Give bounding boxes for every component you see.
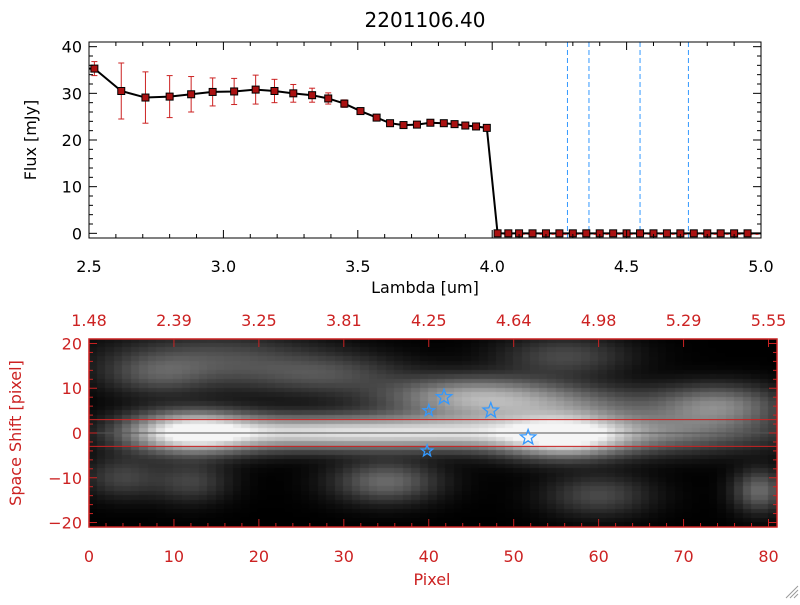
pixel-x-tick-label: 10: [164, 547, 184, 566]
wavelength-top-tick-label: 4.25: [411, 311, 447, 330]
spectrum-flux-point: [472, 122, 481, 131]
space-shift-y-tick-label: 0: [72, 424, 82, 443]
spectrum-flux-point: [324, 94, 333, 103]
pixel-x-label: Pixel: [413, 570, 450, 589]
source-star-icon: [481, 400, 501, 419]
pixel-x-tick-label: 30: [334, 547, 354, 566]
spectrum-y-tick-label: 20: [62, 131, 82, 150]
spectrum-flux-point: [609, 229, 618, 238]
spectrum-flux-line: [89, 67, 761, 235]
source-star-icon: [434, 387, 454, 406]
spectrum-x-tick-label: 2.5: [76, 257, 101, 276]
spectrum-flux-point: [555, 229, 564, 238]
spectrum-flux-point: [482, 123, 491, 132]
spectrum-flux-point: [412, 120, 421, 129]
space-shift-y-label: Space Shift [pixel]: [6, 360, 25, 506]
spectrum-flux-point: [743, 229, 752, 238]
wavelength-top-tick-label: 3.81: [326, 311, 362, 330]
spectrum-plot-frame: [88, 41, 762, 239]
wavelength-top-tick-label: 4.64: [496, 311, 532, 330]
spectrum-plot: 2.5 3.0 3.5 4.0 4.5 5.0 0 10 20 30 40: [62, 38, 774, 276]
space-shift-y-tick-label: −20: [48, 514, 82, 533]
spectrum-flux-point: [689, 229, 698, 238]
wavelength-top-tick-label: 2.39: [156, 311, 192, 330]
space-shift-y-axis: −20 −10 0 10 20: [48, 334, 777, 533]
space-shift-y-tick-label: 10: [62, 379, 82, 398]
spectrum-y-tick-label: 30: [62, 84, 82, 103]
spectrum-flux-point: [308, 91, 317, 100]
spectrum-flux-point: [528, 229, 537, 238]
source-star-icon: [518, 427, 538, 446]
spectrum-flux-point: [439, 119, 448, 128]
spectrum-flux-point: [386, 119, 395, 128]
resize-grip-icon[interactable]: [785, 585, 799, 599]
spectrum-y-axis: 0 10 20 30 40: [62, 38, 761, 243]
spectrum-flux-point: [493, 229, 502, 238]
spectrum-flux-point: [372, 113, 381, 122]
spectrum-y-tick-label: 10: [62, 178, 82, 197]
spectrum-flux-point: [356, 107, 365, 116]
spectrum-x-label: Lambda [um]: [371, 278, 479, 297]
spectrum-x-tick-label: 4.0: [479, 257, 504, 276]
spectrum-flux-point: [399, 121, 408, 130]
spectrum-flux-point: [90, 64, 99, 73]
spectrum-flux-point: [230, 87, 239, 96]
spectrum-flux-point: [187, 90, 196, 99]
wavelength-top-tick-label: 3.25: [241, 311, 277, 330]
source-markers: [419, 387, 538, 458]
spectrum-flux-point: [461, 121, 470, 130]
spectrum-x-tick-label: 5.0: [748, 257, 773, 276]
spectrum-flux-point: [582, 229, 591, 238]
spectrum-flux-point: [117, 87, 126, 95]
spectrum-flux-point: [251, 85, 260, 94]
wavelength-top-tick-label: 4.98: [581, 311, 617, 330]
spectrum-flux-point: [270, 87, 279, 95]
wavelength-top-axis: 1.48 2.39 3.25 3.81 4.25 4.64 4.98 5.29 5.55: [71, 311, 786, 347]
spectrum-flux-point: [450, 120, 459, 129]
wavelength-top-tick-label: 5.29: [666, 311, 702, 330]
pixel-x-tick-label: 40: [419, 547, 439, 566]
spectrum-x-tick-label: 4.5: [614, 257, 639, 276]
spectrum-y-tick-label: 40: [62, 38, 82, 57]
pixel-x-tick-label: 20: [249, 547, 269, 566]
spectrum-line-markers: [566, 42, 689, 238]
spectrum-title: 2201106.40: [365, 8, 486, 32]
spectrum-y-label: Flux [mJy]: [21, 100, 40, 181]
spatial-image-plot: 0 10 20 30 40 50 60 70 80 1.48 2.39 3.25 3.81 4.25 4.…: [48, 311, 786, 566]
wavelength-top-tick-label: 5.55: [751, 311, 787, 330]
wavelength-top-tick-label: 1.48: [71, 311, 107, 330]
spectrum-flux-point: [208, 87, 217, 96]
spectrum-y-tick-label: 0: [72, 224, 82, 243]
spectrum-flux-point: [340, 99, 349, 108]
source-star-icon: [421, 402, 437, 418]
spectrum-flux-point: [662, 229, 671, 238]
spectrum-x-tick-label: 3.5: [345, 257, 370, 276]
spectrum-x-axis: 2.5 3.0 3.5 4.0 4.5 5.0: [76, 42, 774, 276]
extraction-aperture-lines: [89, 419, 777, 447]
pixel-x-tick-label: 0: [84, 547, 94, 566]
spectrum-flux-point: [426, 118, 435, 127]
space-shift-y-tick-label: −10: [48, 469, 82, 488]
source-star-icon: [419, 442, 435, 458]
spectrum-flux-point: [289, 89, 298, 98]
pixel-x-tick-label: 80: [758, 547, 778, 566]
spectrum-flux-point: [636, 229, 645, 238]
spectrum-flux-point: [165, 92, 174, 101]
space-shift-y-tick-label: 20: [62, 334, 82, 353]
spectrum-flux-point: [504, 229, 513, 238]
pixel-x-axis: 0 10 20 30 40 50 60 70 80: [84, 519, 779, 566]
pixel-x-tick-label: 50: [504, 547, 524, 566]
pixel-x-tick-label: 60: [588, 547, 608, 566]
spectrum-flux-points: [90, 64, 761, 238]
pixel-x-tick-label: 70: [673, 547, 693, 566]
spectrum-flux-point: [141, 93, 150, 102]
spectrum-x-tick-label: 3.0: [211, 257, 236, 276]
spectrum-flux-point: [716, 229, 725, 238]
